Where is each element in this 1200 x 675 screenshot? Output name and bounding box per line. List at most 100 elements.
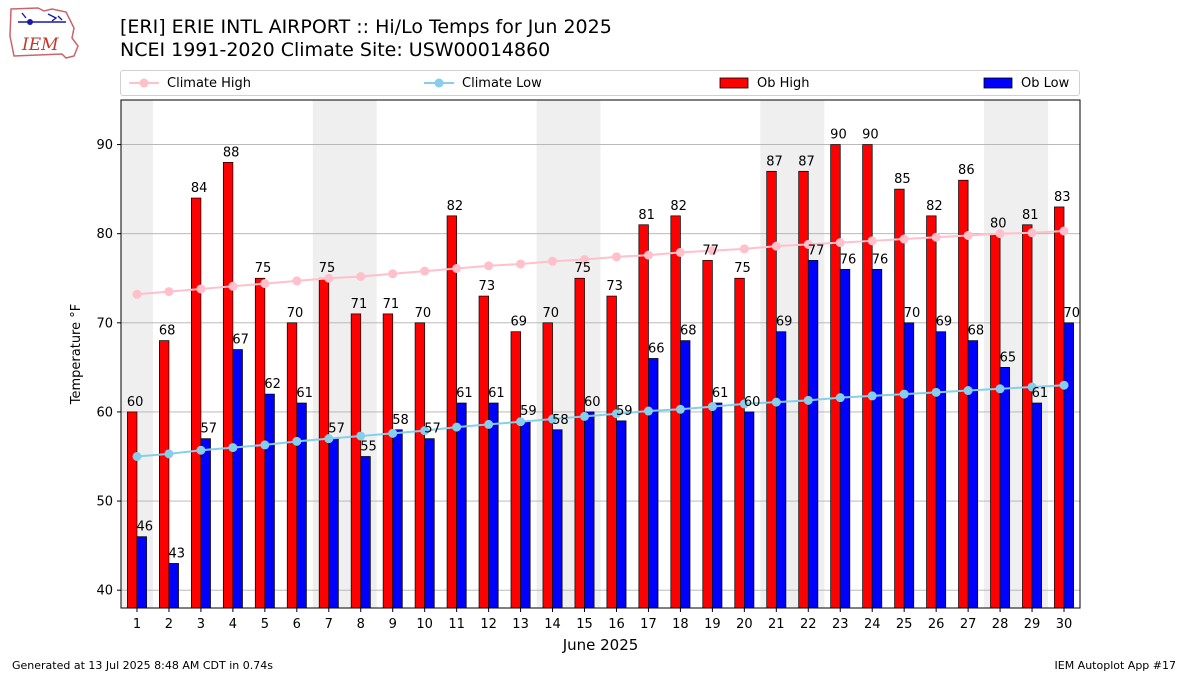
- ob-low-data-label: 76: [840, 252, 857, 267]
- line-marker-icon: [424, 78, 454, 88]
- ob-low-bar: [328, 438, 339, 609]
- ob-low-data-label: 65: [1000, 350, 1017, 365]
- ob-high-bar: [414, 322, 426, 609]
- climate-high-point: [228, 281, 238, 291]
- climate-low-line: [136, 384, 1065, 458]
- ob-low-bar: [360, 456, 371, 609]
- ob-high-bar: [542, 322, 553, 609]
- x-tick-label: 4: [229, 617, 237, 632]
- line-marker-icon: [129, 78, 159, 88]
- ob-low-data-label: 76: [872, 252, 889, 267]
- x-tick-label: 8: [357, 617, 365, 632]
- legend-item-climate-high: Climate High: [129, 73, 251, 93]
- ob-high-data-label: 86: [958, 163, 975, 178]
- climate-high-point: [643, 250, 653, 260]
- x-tick-label: 16: [608, 617, 625, 632]
- climate-high-point: [803, 239, 813, 249]
- ob-low-bar: [775, 331, 787, 609]
- climate-low-point: [739, 399, 749, 409]
- ob-high-bar: [830, 144, 841, 609]
- climate-low-point: [420, 426, 430, 436]
- x-tick-label: 12: [480, 617, 497, 632]
- ob-low-bar: [1031, 402, 1042, 609]
- x-tick-label: 11: [448, 617, 465, 632]
- x-tick-label: 6: [293, 617, 301, 632]
- ob-high-bar: [127, 411, 138, 609]
- ob-low-bar: [168, 563, 179, 609]
- legend-label: Climate Low: [462, 75, 542, 91]
- climate-high-point: [548, 256, 558, 266]
- ob-low-data-label: 62: [264, 377, 281, 392]
- ob-low-bar: [743, 411, 755, 609]
- plot-frame: [120, 99, 1081, 609]
- ob-high-data-label: 75: [319, 261, 336, 276]
- climate-low-point: [835, 393, 845, 403]
- ob-low-bar: [392, 429, 403, 609]
- climate-low-point: [196, 445, 206, 455]
- ob-low-data-label: 58: [392, 413, 409, 428]
- climate-high-point: [1059, 226, 1069, 236]
- ob-low-data-label: 68: [968, 324, 985, 339]
- climate-high-point: [899, 234, 909, 244]
- ob-high-bar: [286, 322, 298, 609]
- ob-high-data-label: 81: [1022, 208, 1039, 223]
- climate-high-point: [356, 271, 366, 281]
- ob-low-bar: [264, 393, 275, 609]
- ob-high-data-label: 87: [798, 154, 815, 169]
- ob-high-data-label: 75: [255, 261, 272, 276]
- ob-low-bar: [136, 536, 147, 609]
- ob-low-bar: [967, 340, 979, 609]
- climate-high-point: [835, 238, 845, 248]
- ob-low-bar: [200, 438, 211, 609]
- climate-high-point: [995, 229, 1005, 239]
- ob-low-data-label: 60: [584, 395, 601, 410]
- ob-low-bar: [871, 268, 883, 609]
- climate-high-point: [388, 269, 398, 279]
- x-tick-label: 5: [261, 617, 269, 632]
- x-tick-label: 17: [640, 617, 657, 632]
- ob-high-data-label: 87: [766, 154, 783, 169]
- climate-low-point: [580, 411, 590, 421]
- climate-low-point: [931, 387, 941, 397]
- climate-high-point: [164, 287, 174, 297]
- ob-high-data-label: 84: [191, 181, 208, 196]
- ob-low-data-label: 55: [360, 439, 377, 454]
- x-tick-label: 22: [800, 617, 817, 632]
- ob-low-bar: [648, 358, 659, 609]
- ob-low-bar: [999, 367, 1011, 609]
- ob-low-data-label: 61: [296, 386, 313, 401]
- x-axis-label: June 2025: [562, 636, 639, 654]
- x-tick-label: 29: [1024, 617, 1041, 632]
- x-tick-label: 14: [544, 617, 561, 632]
- ob-high-data-label: 82: [926, 199, 943, 214]
- ob-low-bar: [456, 402, 467, 609]
- x-tick-label: 3: [197, 617, 205, 632]
- climate-high-line: [136, 230, 1065, 296]
- y-axis-label: Temperature °F: [69, 304, 84, 405]
- chart-subtitle: NCEI 1991-2020 Climate Site: USW00014860: [120, 39, 551, 61]
- ob-high-bar: [318, 277, 330, 609]
- y-tick-label: 40: [96, 584, 113, 599]
- ob-low-bar: [712, 402, 723, 609]
- ob-high-data-label: 70: [542, 306, 559, 321]
- ob-high-data-label: 90: [830, 128, 847, 143]
- ob-low-data-label: 57: [200, 422, 217, 437]
- ob-high-bar: [510, 331, 521, 609]
- ob-high-data-label: 73: [479, 279, 496, 294]
- ob-low-data-label: 77: [808, 243, 825, 258]
- ob-low-bar: [488, 402, 499, 609]
- ob-low-data-label: 61: [1032, 386, 1049, 401]
- ob-high-data-label: 75: [734, 261, 751, 276]
- climate-high-point: [1027, 228, 1037, 238]
- climate-low-point: [452, 422, 462, 432]
- ob-low-data-label: 60: [744, 395, 761, 410]
- climate-high-point: [931, 232, 941, 242]
- ob-low-data-label: 61: [456, 386, 473, 401]
- ob-high-data-label: 85: [894, 172, 911, 187]
- x-tick-label: 1: [133, 617, 141, 632]
- ob-high-bar: [190, 197, 202, 609]
- ob-low-bar: [680, 340, 691, 609]
- x-tick-label: 7: [325, 617, 333, 632]
- climate-low-point: [388, 428, 398, 438]
- ob-low-data-label: 69: [776, 315, 793, 330]
